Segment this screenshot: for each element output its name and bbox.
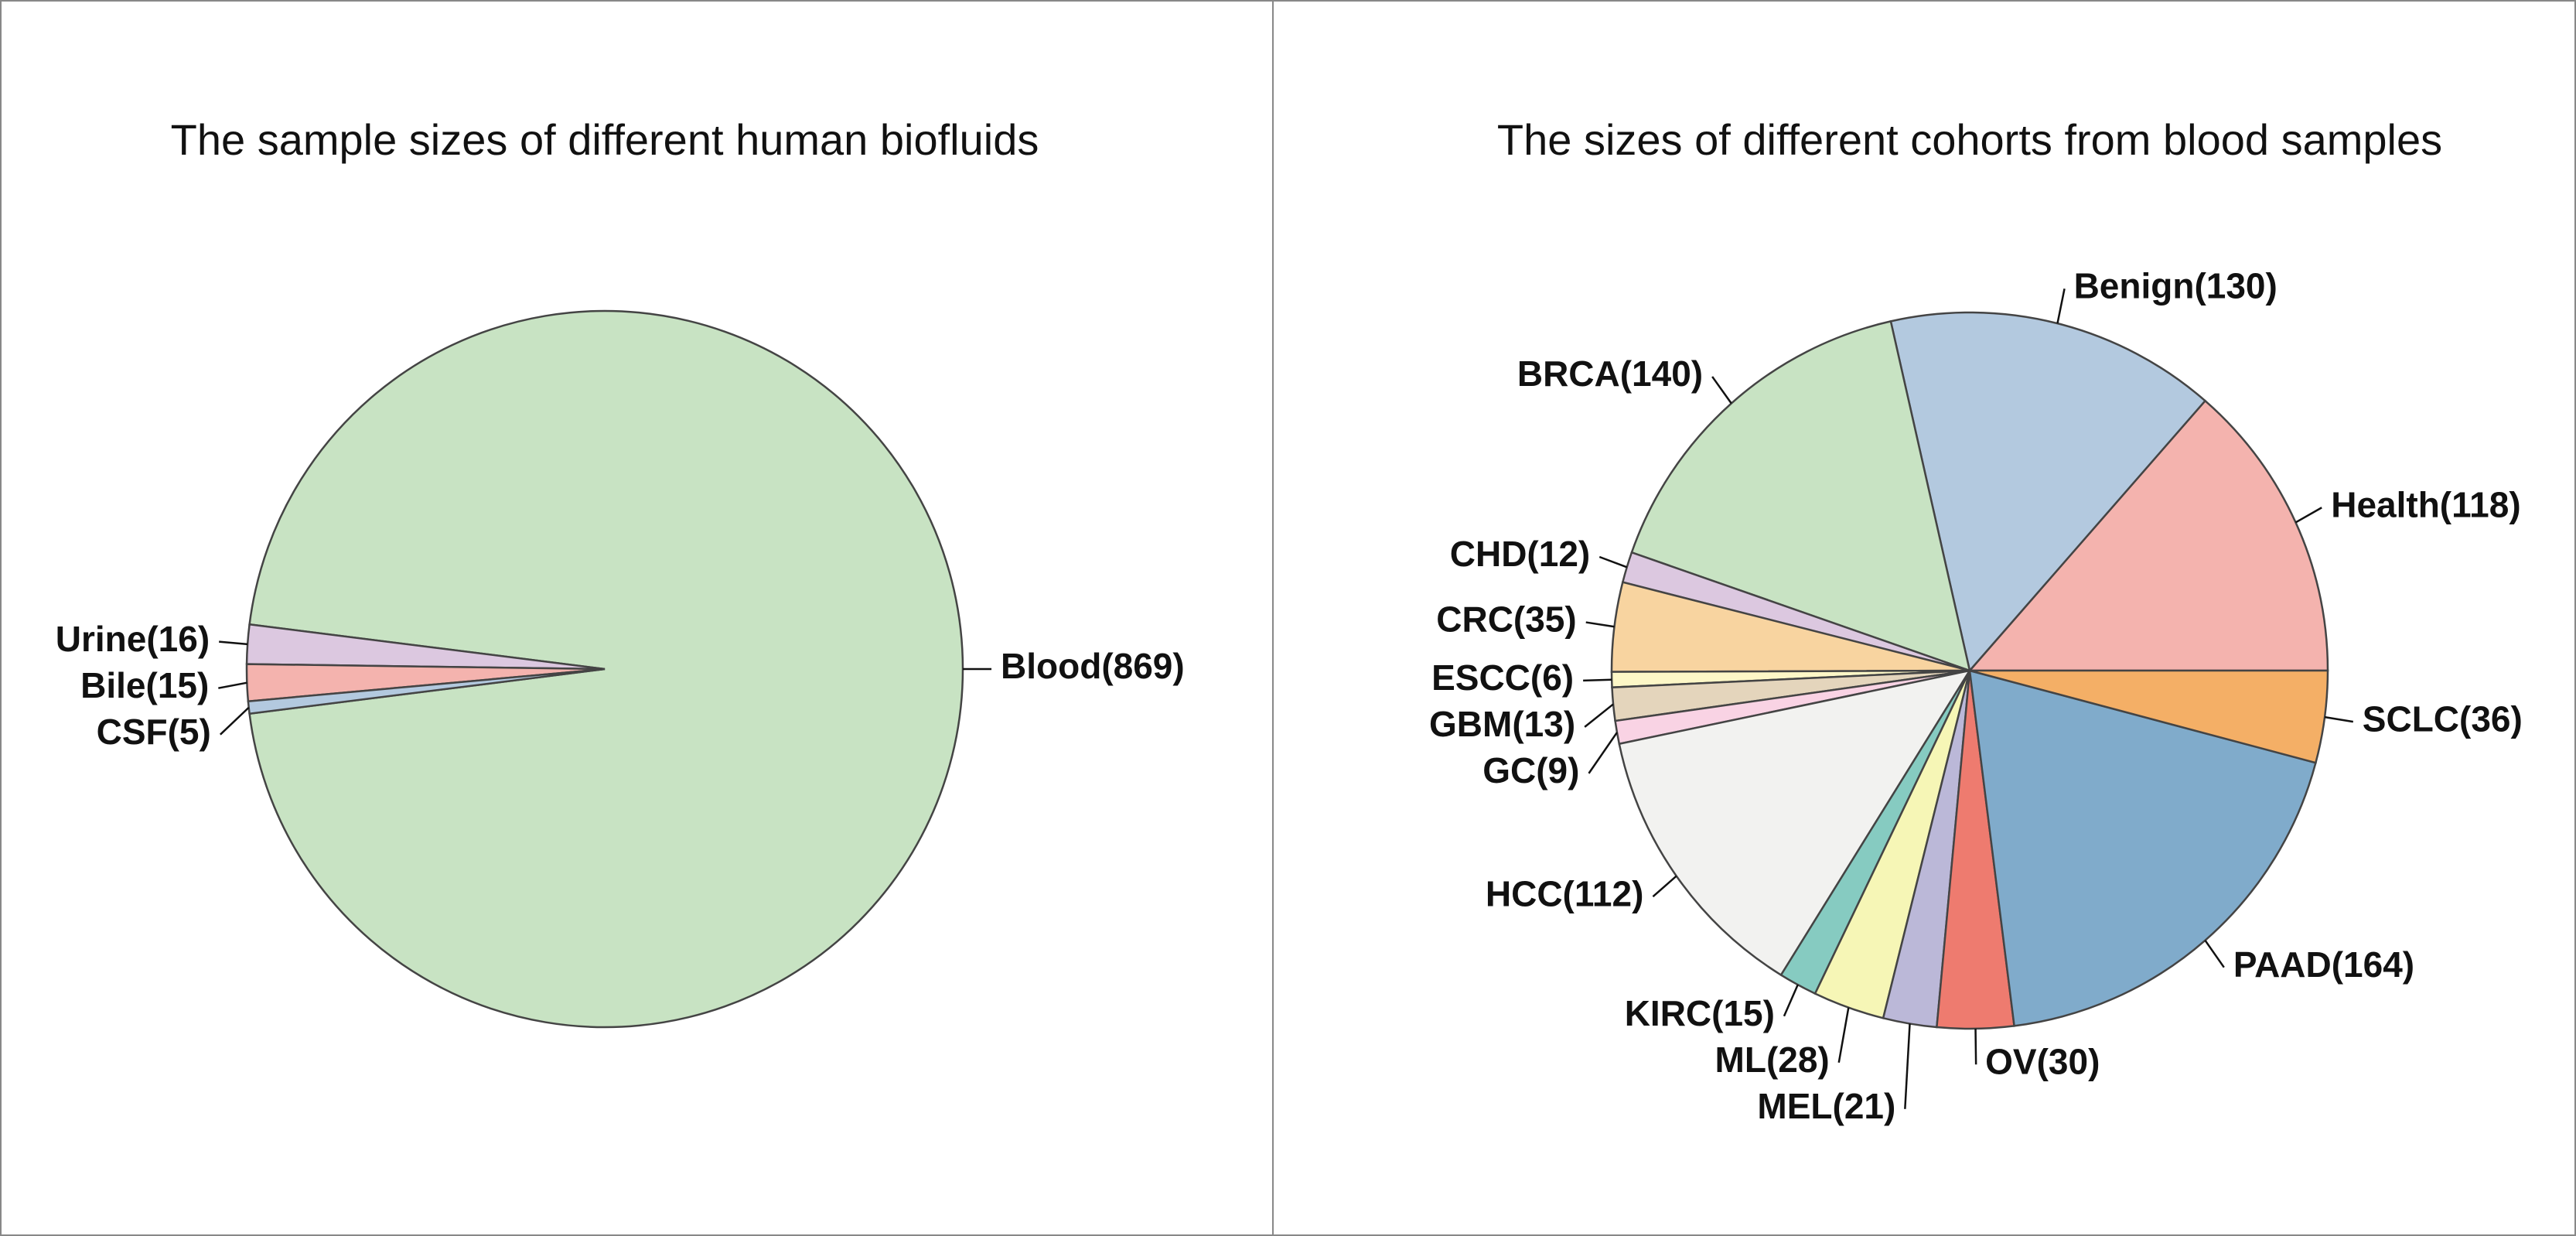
slice-label: ESCC(6) (1431, 657, 1574, 698)
leader-line (1783, 984, 1799, 1017)
leader-line (2204, 940, 2225, 968)
slice-label: Blood(869) (1001, 646, 1185, 686)
chart-title: The sample sizes of different human biof… (171, 115, 1039, 164)
leader-line (1598, 555, 1628, 568)
slice-label: CSF(5) (97, 712, 211, 752)
leader-line (218, 681, 247, 689)
slice-label: PAAD(164) (2233, 944, 2414, 985)
leader-line (2295, 507, 2322, 524)
leader-line (1974, 1028, 1977, 1065)
slice-label: CRC(35) (1436, 599, 1576, 640)
slice-label: Health(118) (2331, 484, 2520, 524)
slice-label: SCLC(36) (2363, 698, 2523, 739)
leader-line (1583, 678, 1612, 682)
slice-label: CHD(12) (1450, 534, 1590, 574)
slice-label: GC(9) (1482, 750, 1579, 790)
slice-label: Urine(16) (56, 619, 210, 659)
leader-line (1711, 376, 1732, 405)
slice-label: MEL(21) (1757, 1086, 1895, 1126)
slice-label: Benign(130) (2074, 265, 2277, 306)
leader-line (1584, 703, 1614, 728)
slice-label: BRCA(140) (1517, 353, 1703, 394)
pie-slice (1618, 669, 1972, 977)
slice-label: OV(30) (1985, 1041, 2100, 1081)
pie-slice (1968, 669, 2317, 1027)
chart-title: The sizes of different cohorts from bloo… (1497, 115, 2442, 164)
pie-slice (1889, 311, 2207, 673)
leader-line (1588, 732, 1618, 774)
leader-line (2056, 288, 2066, 324)
leader-line (1904, 1023, 1911, 1109)
leader-line (2324, 715, 2354, 723)
pie-slice (247, 668, 606, 715)
slice-label: Bile(15) (80, 665, 209, 705)
leader-line (219, 640, 248, 646)
slice-label: KIRC(15) (1625, 993, 1775, 1033)
pie-slice (1630, 319, 1971, 672)
slice-label: GBM(13) (1429, 704, 1575, 744)
pie-slice (1969, 669, 2329, 764)
slice-label: HCC(112) (1486, 873, 1644, 913)
leader-line (1652, 875, 1677, 898)
slice-label: ML(28) (1715, 1040, 1830, 1080)
leader-line (1837, 1007, 1850, 1063)
pie-slice (1967, 399, 2329, 672)
leader-line (1585, 621, 1615, 628)
leader-line (219, 706, 250, 736)
